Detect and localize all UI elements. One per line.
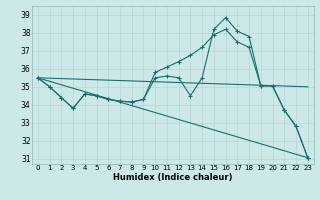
- X-axis label: Humidex (Indice chaleur): Humidex (Indice chaleur): [113, 173, 233, 182]
